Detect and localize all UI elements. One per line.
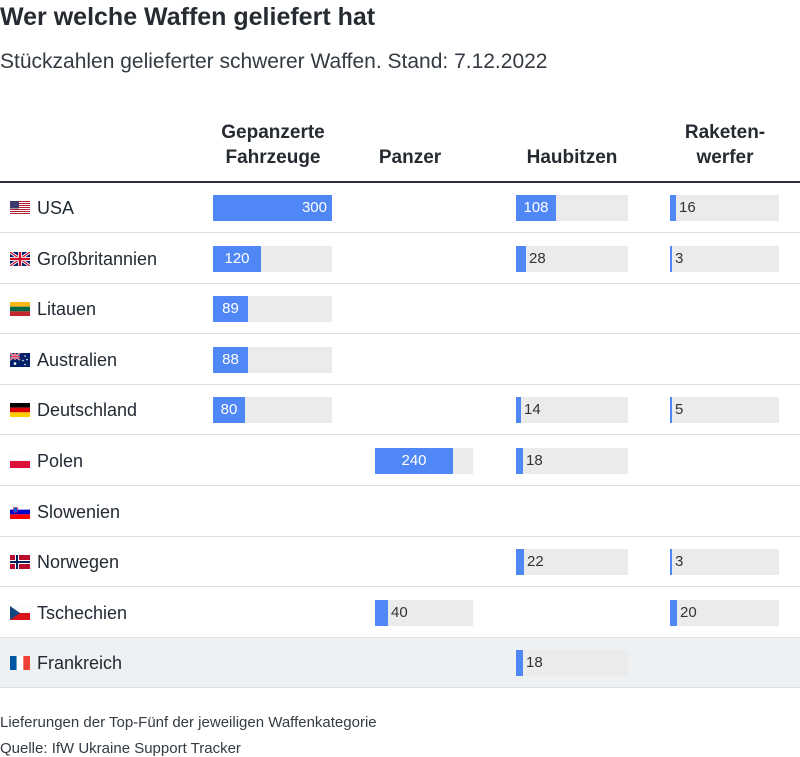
chart-subtitle: Stückzahlen gelieferter schwerer Waffen.… (0, 50, 548, 73)
us-flag-icon (10, 201, 30, 215)
bar-track: 120 (213, 245, 332, 272)
table-row: USA 300 108 16 (0, 183, 800, 233)
bar-track: 18 (516, 650, 628, 677)
bar-track: 16 (670, 195, 779, 221)
bar (670, 195, 676, 221)
bar-track: 40 (375, 599, 473, 626)
column-header-line: Fahrzeuge (225, 147, 321, 168)
country-label: Deutschland (37, 400, 138, 421)
bar (516, 245, 526, 272)
france-flag-icon (10, 656, 30, 671)
bar (213, 245, 261, 272)
poland-flag-icon (9, 453, 31, 468)
footer-note: Lieferungen der Top-Fünf der jeweiligen … (0, 714, 377, 731)
data-label: 5 (675, 401, 684, 419)
bar-track: 14 (516, 397, 628, 424)
bar (670, 245, 672, 272)
data-label: 80 (220, 401, 238, 419)
column-header-line: Panzer (378, 147, 442, 168)
bar-track: 80 (213, 397, 332, 424)
bar-track: 22 (516, 549, 628, 576)
bar-track: 5 (670, 397, 779, 424)
country-label: Slowenien (37, 501, 121, 522)
country-label: USA (37, 198, 75, 218)
data-label: 20 (680, 603, 697, 621)
table-row: Polen 240 18 (0, 436, 800, 486)
table-row: Slowenien (0, 487, 800, 537)
bar-track: 88 (213, 346, 332, 373)
data-label: 18 (526, 452, 543, 469)
table-row: Australien 88 (0, 335, 800, 385)
data-label: 300 (301, 199, 327, 216)
bar-track: 18 (516, 448, 628, 474)
data-label: 14 (524, 401, 541, 419)
data-label: 108 (523, 199, 549, 216)
column-header-line: Haubitzen (526, 147, 618, 168)
bar (516, 549, 524, 576)
column-header-howitzers: Haubitzen (507, 145, 637, 170)
country-label: Frankreich (37, 653, 123, 674)
footer-source: Quelle: IfW Ukraine Support Tracker (0, 740, 241, 757)
country-label: Litauen (37, 299, 97, 320)
lithuania-flag-icon (10, 302, 30, 317)
bar (213, 346, 248, 373)
data-label: 22 (527, 553, 544, 571)
data-label: 18 (526, 654, 543, 672)
data-label: 3 (675, 249, 684, 267)
bar (670, 397, 672, 424)
header-divider (0, 181, 800, 183)
column-header-rocket-launchers: Raketen- werfer (660, 120, 790, 170)
slovenia-flag-icon (9, 504, 31, 519)
bar (213, 296, 248, 323)
column-header-line: Raketen- (684, 122, 766, 143)
bar (670, 549, 672, 576)
table-row: Deutschland 80 14 5 (0, 385, 800, 436)
bar-track: 240 (375, 448, 473, 474)
bar (375, 599, 388, 626)
bar-track: 300 (213, 195, 332, 221)
table-row: Frankreich 18 (0, 638, 800, 689)
bar (213, 195, 332, 221)
bar (670, 599, 677, 626)
table-row: Großbritannien 120 28 3 (0, 234, 800, 284)
uk-flag-icon (9, 250, 31, 267)
norway-flag-icon (10, 555, 30, 570)
data-label: 89 (222, 300, 239, 318)
bar-track: 3 (670, 245, 779, 272)
bar (516, 195, 556, 221)
table-row: Norwegen 22 3 (0, 537, 800, 588)
data-label: 3 (675, 553, 684, 571)
country-label: Tschechien (37, 602, 128, 623)
data-label: 120 (224, 249, 250, 267)
czechia-flag-icon (9, 605, 31, 620)
bar (375, 448, 453, 474)
column-header-tanks: Panzer (360, 145, 460, 170)
bar (516, 448, 523, 474)
bar (516, 650, 523, 677)
australia-flag-icon (9, 352, 30, 367)
column-header-line: Gepanzerte (221, 122, 325, 143)
chart-title: Wer welche Waffen geliefert hat (0, 3, 376, 31)
country-label: Polen (37, 451, 84, 471)
bar-track: 108 (516, 195, 628, 221)
data-label: 240 (401, 452, 427, 469)
bar (516, 397, 521, 424)
country-label: Norwegen (37, 552, 120, 573)
bar-track: 89 (213, 296, 332, 323)
data-label: 28 (529, 249, 546, 267)
table-row: Tschechien 40 20 (0, 588, 800, 638)
country-label: Australien (37, 349, 118, 370)
bar (213, 397, 245, 424)
bar-track: 28 (516, 245, 628, 272)
data-label: 40 (391, 603, 408, 621)
column-header-armored-vehicles: Gepanzerte Fahrzeuge (203, 120, 343, 170)
data-label: 16 (679, 199, 696, 216)
data-label: 88 (222, 350, 239, 368)
column-header-line: werfer (696, 147, 754, 168)
bar-track: 3 (670, 549, 779, 576)
table-row: Litauen 89 (0, 284, 800, 335)
bar-track: 20 (670, 599, 779, 626)
country-label: Großbritannien (37, 248, 158, 269)
germany-flag-icon (10, 403, 30, 418)
